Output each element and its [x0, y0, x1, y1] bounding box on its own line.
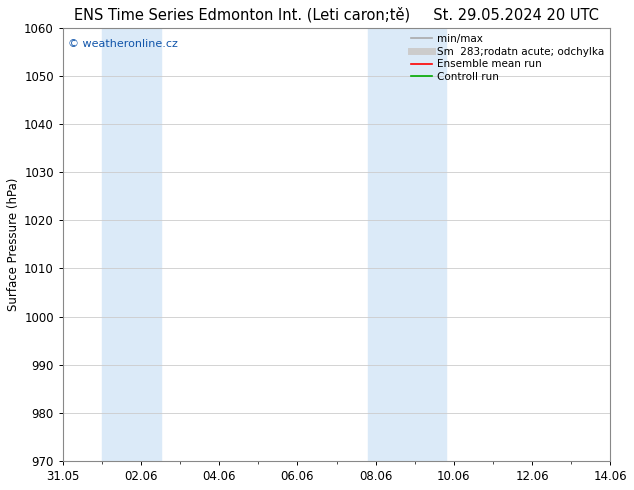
Title: ENS Time Series Edmonton Int. (Leti caron;tě)     St. 29.05.2024 20 UTC: ENS Time Series Edmonton Int. (Leti caro… — [74, 7, 599, 23]
Text: © weatheronline.cz: © weatheronline.cz — [68, 39, 178, 49]
Bar — [102, 28, 160, 461]
Y-axis label: Surface Pressure (hPa): Surface Pressure (hPa) — [7, 178, 20, 311]
Legend: min/max, Sm  283;rodatn acute; odchylka, Ensemble mean run, Controll run: min/max, Sm 283;rodatn acute; odchylka, … — [408, 31, 607, 85]
Bar — [368, 28, 446, 461]
